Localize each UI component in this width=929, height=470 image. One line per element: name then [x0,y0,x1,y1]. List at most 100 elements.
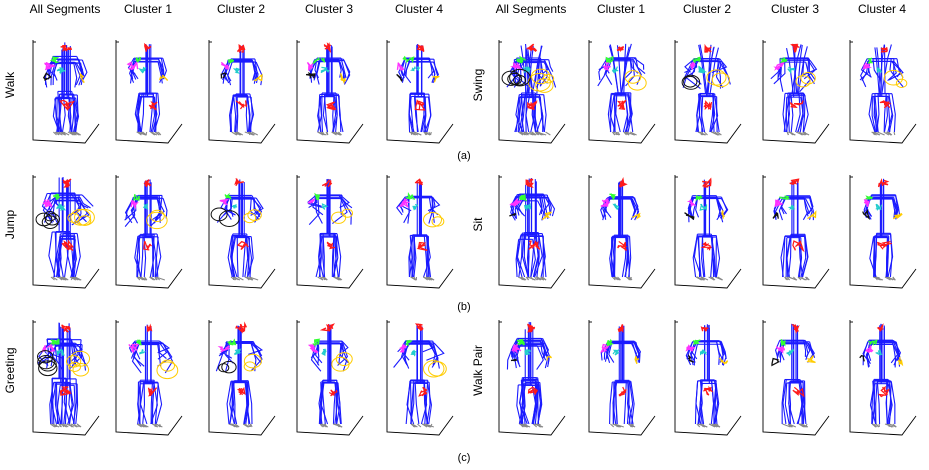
skeleton-traces [770,43,818,136]
motion-panel-24 [296,320,364,436]
motion-panel-23 [208,320,276,436]
joint-trajectories [685,326,729,396]
joint-trajectories [510,323,552,396]
joint-trajectories [772,178,817,253]
skeleton-traces [775,323,816,428]
motion-panel-14 [296,175,364,289]
axis-box [386,320,454,436]
axis-box [674,320,742,436]
joint-trajectories [397,178,445,251]
motion-panel-29 [762,320,830,436]
motion-panel-1 [32,40,100,144]
axis-box [208,40,276,144]
skeleton-traces [44,42,88,136]
joint-trajectories [307,179,354,250]
motion-panel-3 [208,40,276,144]
column-header-left-5: Cluster 4 [395,2,443,16]
skeleton-traces [310,324,349,428]
joint-trajectories [35,178,95,251]
motion-panel-9 [762,40,830,144]
column-header-right-5: Cluster 4 [858,2,906,16]
motion-panel-13 [208,175,276,289]
skeleton-traces [687,179,729,281]
axis-box [115,40,183,144]
skeleton-traces [215,325,264,428]
column-header-right-2: Cluster 1 [597,2,645,16]
joint-trajectories [859,323,904,398]
row-label-left-2: Jump [3,210,17,240]
axis-box [849,40,917,144]
axis-box [32,40,100,144]
subfigure-caption-3: (c) [458,452,471,464]
joint-trajectories [305,42,347,111]
joint-trajectories [307,323,353,397]
axis-box [296,175,364,289]
axis-box [498,175,566,289]
skeleton-traces [307,178,353,281]
skeleton-traces [506,43,557,136]
axis-box [498,320,566,436]
motion-panel-28 [674,320,742,436]
column-header-right-1: All Segments [496,2,567,16]
axis-box [849,320,917,436]
axis-box [208,320,276,436]
axis-box [296,40,364,144]
joint-trajectories [220,44,263,110]
row-label-right-3: Walk Pair [471,345,485,396]
joint-trajectories [600,176,641,251]
axis-box [762,320,830,436]
skeleton-traces [309,43,351,136]
joint-trajectories [600,324,640,397]
joint-trajectories [771,323,816,398]
motion-panel-12 [115,175,183,289]
joint-trajectories [396,44,440,111]
skeleton-traces [506,322,550,428]
motion-panel-10 [849,40,917,144]
skeleton-traces [127,44,168,136]
motion-panel-2 [115,40,183,144]
axis-box [588,320,656,436]
skeleton-traces [221,44,263,136]
motion-panel-17 [588,175,656,289]
axis-box [115,320,183,436]
skeleton-traces [859,44,904,136]
motion-panel-5 [386,40,454,144]
skeleton-traces [393,324,445,428]
row-label-right-1: Swing [471,69,485,102]
skeleton-traces [124,179,168,281]
joint-trajectories [509,178,552,251]
axis-box [115,175,183,289]
joint-trajectories [130,179,168,251]
column-header-right-4: Cluster 3 [771,2,819,16]
axis-box [208,175,276,289]
motion-panel-7 [588,40,656,144]
skeleton-traces [685,324,727,428]
motion-panel-26 [498,320,566,436]
joint-trajectories [210,177,262,250]
motion-panel-15 [386,175,454,289]
motion-panel-22 [115,320,183,436]
joint-trajectories [684,177,726,251]
skeleton-traces [600,180,640,281]
axis-box [762,40,830,144]
axis-box [762,175,830,289]
joint-trajectories [773,43,816,109]
skeleton-traces [773,179,814,281]
motion-panel-6 [498,40,566,144]
row-label-left-1: Walk [3,71,17,98]
joint-trajectories [217,321,262,396]
motion-panel-11 [32,175,100,289]
axis-box [386,175,454,289]
column-header-left-1: All Segments [30,2,101,16]
motion-panel-16 [498,175,566,289]
subfigure-caption-1: (a) [457,150,470,162]
joint-trajectories [37,324,91,396]
joint-trajectories [128,323,179,397]
axis-box [498,40,566,144]
skeleton-traces [597,43,646,136]
skeleton-traces [37,322,88,428]
skeleton-traces [41,177,94,281]
axis-box [296,320,364,436]
joint-trajectories [862,178,904,250]
